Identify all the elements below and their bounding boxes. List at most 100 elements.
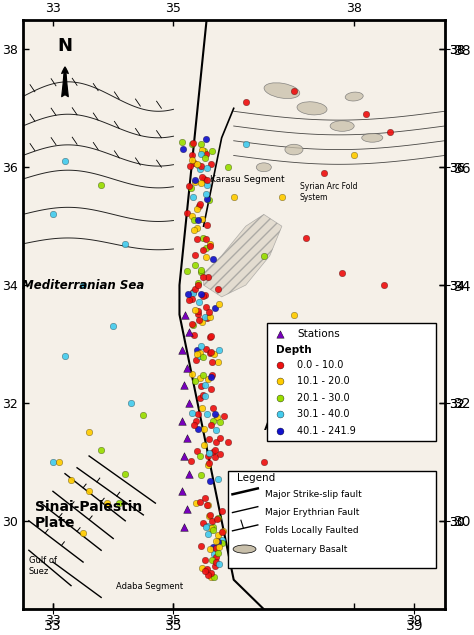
- Point: [218, 535, 226, 545]
- Point: [183, 208, 191, 218]
- Point: [215, 299, 223, 309]
- Ellipse shape: [345, 92, 363, 101]
- Text: Legend: Legend: [237, 473, 275, 483]
- Point: [198, 145, 206, 155]
- Point: [202, 234, 210, 244]
- Point: [208, 384, 215, 394]
- Point: [196, 497, 203, 507]
- Point: [242, 97, 249, 107]
- Point: [194, 279, 202, 290]
- Point: [212, 558, 220, 568]
- Point: [121, 239, 129, 249]
- Polygon shape: [203, 215, 282, 297]
- Point: [97, 445, 105, 455]
- Point: [276, 376, 284, 386]
- Point: [381, 545, 388, 556]
- Point: [207, 544, 214, 554]
- Point: [215, 542, 223, 552]
- Point: [79, 528, 87, 538]
- Point: [202, 149, 210, 159]
- Point: [194, 306, 201, 316]
- Point: [203, 180, 211, 190]
- Point: [179, 486, 186, 497]
- Point: [242, 138, 249, 149]
- Point: [205, 196, 213, 206]
- Ellipse shape: [264, 83, 300, 98]
- Point: [203, 194, 211, 204]
- Point: [219, 527, 226, 537]
- Point: [350, 150, 358, 161]
- Point: [202, 302, 210, 312]
- Point: [213, 514, 221, 525]
- Point: [194, 277, 201, 288]
- Point: [276, 425, 284, 436]
- Point: [201, 290, 209, 300]
- Point: [200, 272, 207, 282]
- Point: [197, 373, 204, 384]
- Point: [185, 469, 192, 479]
- Point: [278, 192, 286, 202]
- Point: [188, 211, 196, 221]
- Point: [49, 210, 57, 220]
- Point: [194, 204, 201, 215]
- Point: [190, 330, 197, 340]
- Point: [381, 280, 388, 290]
- Point: [201, 380, 209, 390]
- Point: [179, 144, 186, 154]
- Point: [207, 241, 214, 251]
- Point: [121, 469, 129, 479]
- Text: 30.1 - 40.0: 30.1 - 40.0: [297, 409, 349, 419]
- Point: [185, 295, 192, 305]
- Point: [206, 476, 213, 486]
- Point: [67, 474, 75, 485]
- Point: [202, 243, 210, 253]
- Point: [219, 526, 227, 536]
- Point: [179, 345, 186, 355]
- Point: [85, 486, 93, 497]
- Point: [189, 286, 196, 297]
- Point: [207, 510, 214, 520]
- Point: [320, 516, 328, 526]
- Point: [61, 156, 69, 166]
- Point: [208, 516, 216, 526]
- Point: [190, 225, 198, 235]
- Point: [198, 316, 206, 326]
- Text: 20.1 - 30.0: 20.1 - 30.0: [297, 392, 350, 403]
- Point: [116, 498, 123, 508]
- Point: [204, 451, 212, 461]
- Text: Gulf of
Suez: Gulf of Suez: [29, 556, 57, 576]
- Point: [191, 375, 199, 385]
- Point: [197, 267, 205, 277]
- Point: [109, 321, 117, 331]
- Point: [194, 159, 201, 170]
- Point: [213, 425, 220, 435]
- Point: [204, 570, 212, 580]
- Point: [203, 163, 211, 173]
- Point: [210, 416, 217, 426]
- Point: [185, 327, 192, 337]
- Point: [190, 288, 197, 298]
- Point: [320, 368, 328, 378]
- Text: 10.1 - 20.0: 10.1 - 20.0: [297, 376, 350, 386]
- Point: [276, 329, 284, 339]
- Point: [207, 349, 214, 359]
- Point: [207, 331, 214, 341]
- Point: [220, 411, 228, 421]
- Point: [49, 457, 57, 467]
- Point: [201, 566, 209, 576]
- Point: [338, 268, 346, 278]
- Point: [190, 215, 198, 225]
- Point: [212, 552, 219, 562]
- Point: [209, 542, 217, 552]
- Point: [179, 137, 186, 147]
- Point: [206, 457, 213, 467]
- Point: [199, 370, 206, 380]
- Point: [191, 284, 199, 294]
- Point: [211, 561, 219, 572]
- Point: [197, 290, 204, 300]
- Point: [193, 446, 201, 456]
- Point: [201, 493, 209, 504]
- Point: [215, 512, 222, 523]
- Point: [196, 164, 204, 174]
- Point: [197, 178, 204, 189]
